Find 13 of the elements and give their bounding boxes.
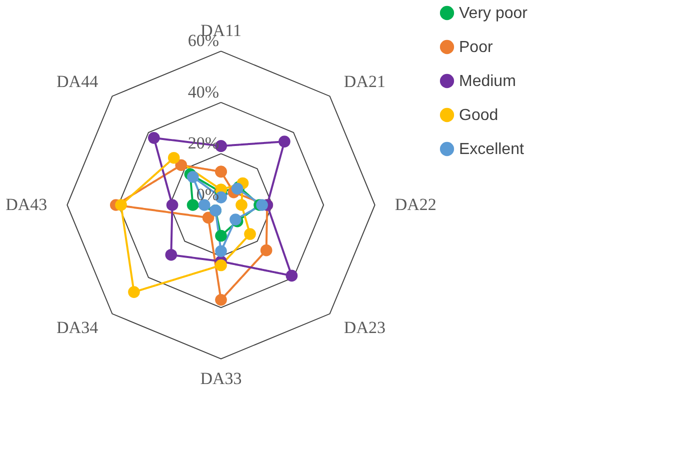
legend-label: Very poor [459,5,528,22]
legend-label: Excellent [459,141,524,158]
spoke-label: DA22 [394,195,436,214]
spoke-label: DA43 [6,195,48,214]
spoke-label: DA34 [56,318,99,337]
y-tick-label: 40% [188,82,219,102]
spoke-label: DA33 [200,368,242,388]
legend-label: Medium [459,73,516,90]
spoke-label: DA44 [56,72,99,92]
spoke-label: DA21 [344,72,386,92]
spoke-label: DA23 [344,318,386,337]
legend-label: Good [459,107,498,124]
legend-label: Poor [459,39,494,56]
